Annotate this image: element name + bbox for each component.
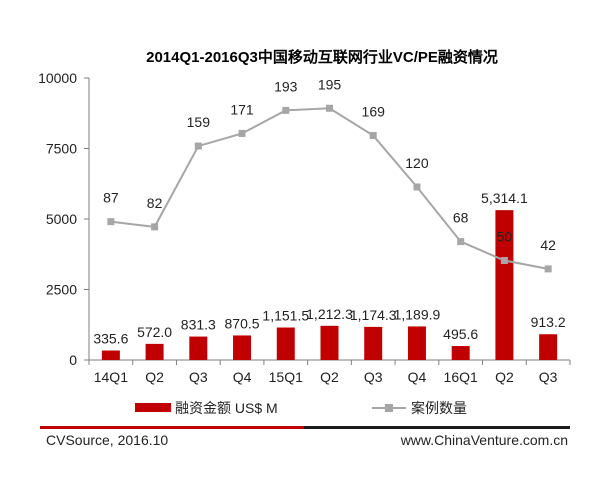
line-data-label: 171: [230, 101, 254, 117]
line-series: [107, 104, 552, 273]
line-point: [326, 104, 333, 112]
line-data-label: 87: [103, 190, 119, 206]
bar-data-label: 870.5: [225, 315, 260, 331]
bar: [145, 343, 164, 360]
line-data-label: 120: [405, 155, 429, 171]
bar-data-label: 5,314.1: [481, 190, 528, 206]
line-point: [107, 218, 115, 226]
line-point: [151, 223, 159, 231]
line-data-label: 50: [497, 229, 513, 245]
y-tick-label: 2500: [46, 282, 77, 298]
line-data-label: 195: [318, 76, 342, 92]
line-point: [500, 257, 508, 264]
line-point: [413, 183, 421, 191]
line-point: [238, 129, 246, 137]
bar-data-label: 1,189.9: [394, 306, 441, 322]
series-line: [110, 107, 549, 270]
x-tick-label: Q3: [189, 369, 208, 385]
y-axis: 0 2500 5000 7500 10000: [38, 70, 89, 368]
line-data-label: 68: [453, 210, 469, 226]
x-tick-label: Q2: [495, 369, 514, 385]
bar-data-label: 913.2: [531, 314, 566, 330]
line-point: [544, 265, 552, 273]
y-tick-label: 0: [69, 352, 77, 368]
footer-divider-black: [304, 426, 570, 429]
bar-data-label: 1,174.3: [350, 307, 397, 323]
bar: [189, 336, 208, 360]
line-data-label: 193: [274, 78, 298, 94]
x-tick-label: Q2: [145, 369, 164, 385]
line-data-label: 42: [540, 237, 556, 253]
y-tick-label: 10000: [38, 70, 77, 86]
website-note: www.ChinaVenture.com.cn: [400, 432, 568, 448]
bar: [320, 325, 339, 360]
x-tick-label: 14Q1: [94, 369, 128, 385]
legend-bar-swatch: [135, 403, 171, 412]
line-data-label: 82: [147, 195, 163, 211]
x-tick-label: Q2: [320, 369, 339, 385]
x-axis: 14Q1 Q2 Q3 Q4 15Q1 Q2 Q3 Q4 16Q1 Q2 Q3: [88, 360, 571, 385]
bar: [539, 334, 558, 360]
legend-line-label: 案例数量: [411, 400, 467, 416]
line-point: [282, 106, 290, 114]
bar: [495, 210, 514, 360]
x-tick-label: Q3: [539, 369, 558, 385]
bar-data-labels: 335.6 572.0 831.3 870.5 1,151.51,212.31,174.…: [93, 190, 566, 346]
chart-title: 2014Q1-2016Q3中国移动互联网行业VC/PE融资情况: [146, 48, 498, 66]
y-tick-label: 7500: [46, 141, 77, 157]
x-tick-label: Q3: [364, 369, 383, 385]
bar: [276, 327, 295, 360]
bar-data-label: 1,151.5: [262, 308, 309, 324]
x-tick-label: Q4: [408, 369, 427, 385]
bar: [407, 326, 426, 360]
bar: [451, 346, 470, 360]
bar-series: [101, 210, 558, 360]
line-data-labels: 87 82 159 171 193 195 169 120 68 50 42: [103, 76, 556, 253]
y-tick-label: 5000: [46, 211, 77, 227]
bar-data-label: 831.3: [181, 317, 216, 333]
line-data-label: 159: [187, 114, 211, 130]
legend-bar-label: 融资金额 US$ M: [175, 400, 278, 416]
bar-data-label: 1,212.3: [306, 306, 353, 322]
line-data-label: 169: [362, 104, 386, 120]
source-note: CVSource, 2016.10: [46, 432, 169, 448]
footer-divider-red: [40, 426, 304, 429]
legend: 融资金额 US$ M 案例数量: [135, 400, 467, 416]
bar: [101, 350, 120, 360]
bar-data-label: 335.6: [93, 331, 128, 347]
line-point: [194, 142, 202, 150]
line-point: [369, 132, 377, 140]
x-tick-label: 15Q1: [269, 369, 303, 385]
x-tick-label: Q4: [233, 369, 252, 385]
bar-data-label: 495.6: [443, 326, 478, 342]
bar-data-label: 572.0: [137, 324, 172, 340]
bar: [364, 326, 383, 360]
legend-line-marker: [385, 404, 393, 412]
x-tick-label: 16Q1: [444, 369, 478, 385]
line-point: [457, 238, 465, 246]
bar: [233, 335, 252, 360]
